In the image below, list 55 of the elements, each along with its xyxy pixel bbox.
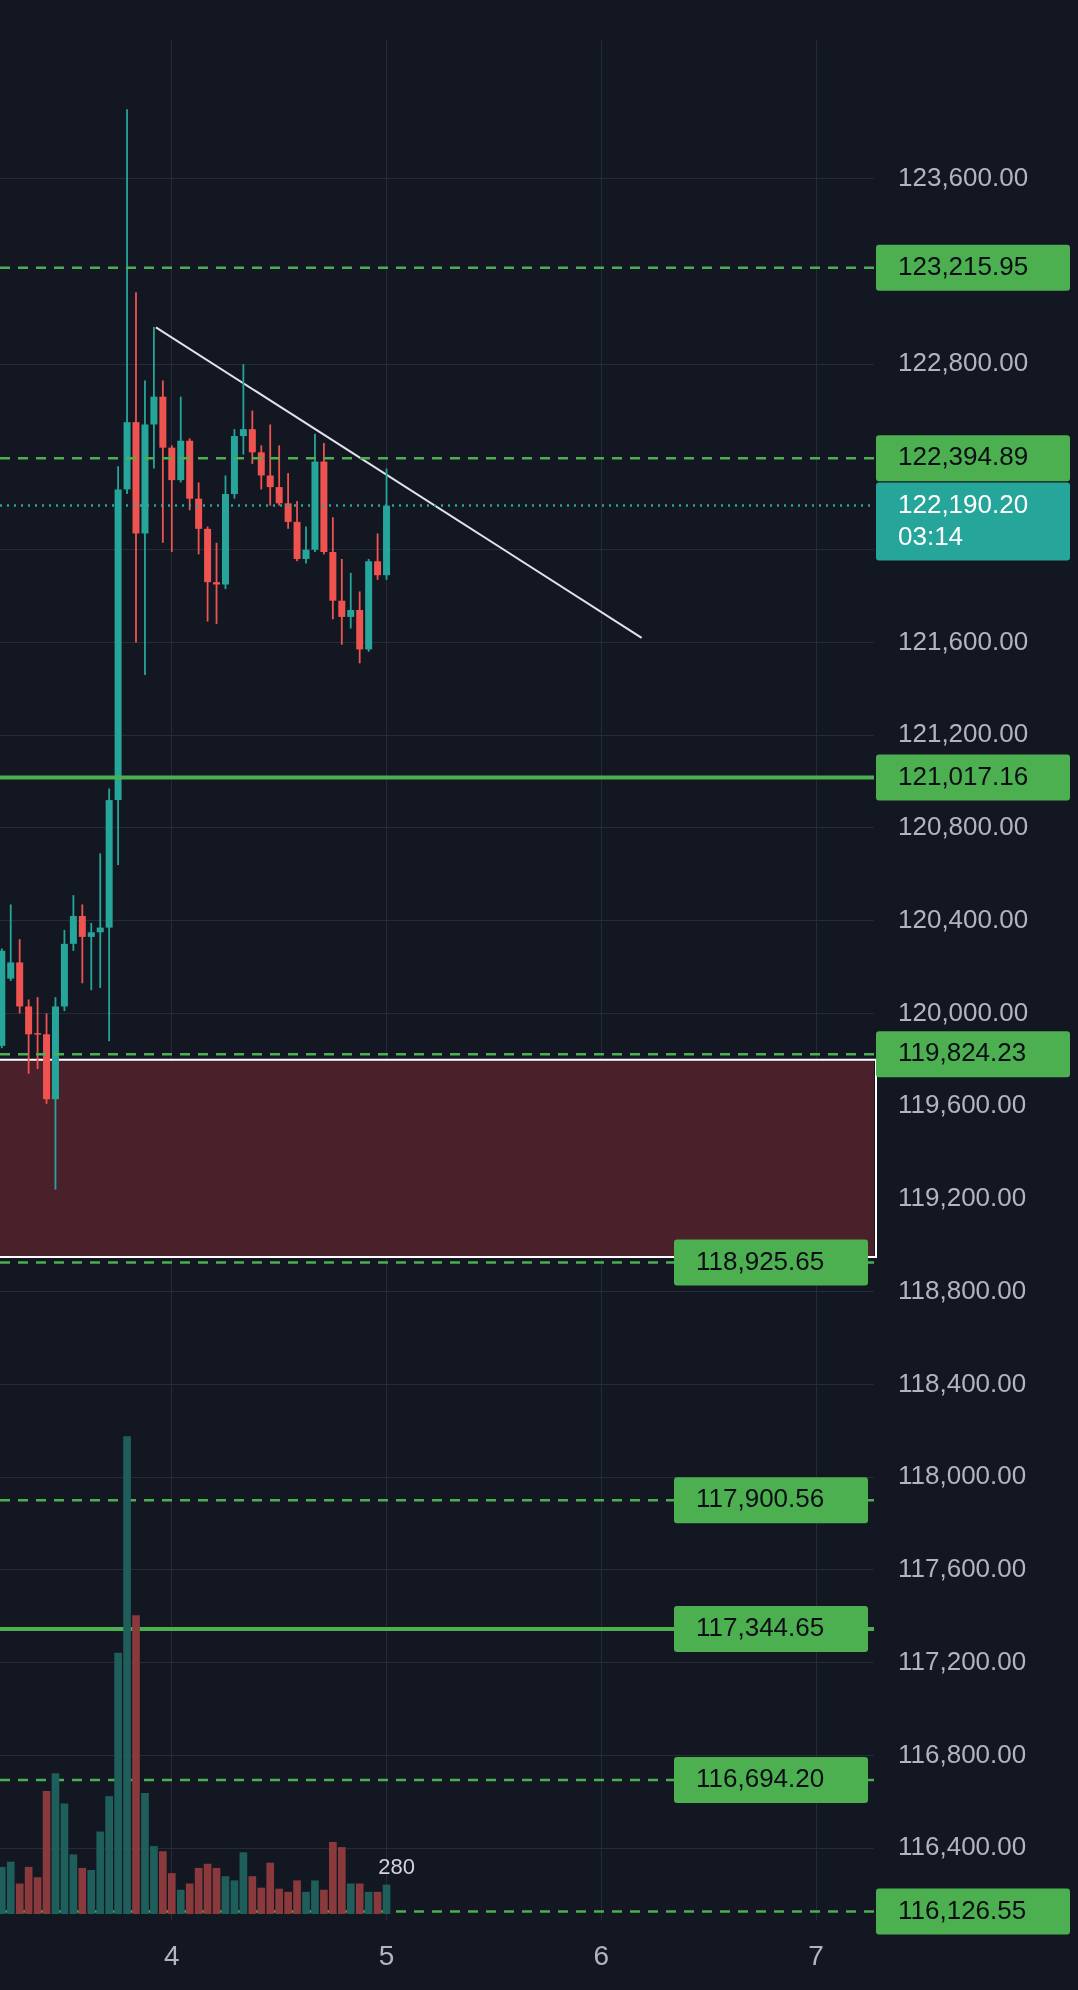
bar <box>33 1877 42 1914</box>
y-tick-label: 120,000.00 <box>898 996 1029 1027</box>
bar <box>221 1876 230 1914</box>
x-tick-label: 4 <box>164 1939 180 1971</box>
bar <box>203 1863 212 1914</box>
data-label: 280 <box>378 1853 415 1879</box>
bar <box>239 1852 248 1914</box>
bar <box>373 1891 382 1914</box>
ref-line-label: 121,017.16 <box>898 760 1029 791</box>
bar <box>346 1883 355 1914</box>
y-tick-label: 120,400.00 <box>898 903 1029 934</box>
y-tick-label: 117,600.00 <box>898 1553 1027 1584</box>
bar <box>382 1884 391 1914</box>
x-tick-label: 7 <box>808 1939 824 1971</box>
bar <box>355 1883 364 1914</box>
y-tick-label: 121,200.00 <box>898 718 1029 749</box>
y-tick-label: 116,400.00 <box>898 1831 1027 1862</box>
ref-line-label: 119,824.23 <box>898 1037 1027 1068</box>
ref-line-label: 117,900.56 <box>696 1483 825 1514</box>
ref-line-label: 116,694.20 <box>696 1763 825 1794</box>
bar <box>212 1867 221 1914</box>
y-tick-label: 122,800.00 <box>898 347 1029 378</box>
y-tick-label: 116,800.00 <box>898 1738 1027 1769</box>
candlestick <box>266 424 274 506</box>
y-tick-label: 118,000.00 <box>898 1460 1027 1491</box>
bar <box>42 1790 51 1914</box>
candlestick <box>239 364 247 455</box>
ref-line-label: 116,126.55 <box>898 1894 1027 1925</box>
candlestick <box>123 109 131 495</box>
ref-line-label: 122,190.20 03:14 <box>898 488 1029 551</box>
bar <box>176 1889 185 1914</box>
y-tick-label: 120,800.00 <box>898 811 1029 842</box>
ref-line-label: 123,215.95 <box>898 250 1029 281</box>
ref-line-label: 122,394.89 <box>898 441 1029 472</box>
bar <box>132 1615 140 1914</box>
y-tick-label: 123,600.00 <box>898 161 1029 192</box>
bar <box>60 1803 69 1914</box>
ref-line-label: 118,925.65 <box>696 1245 825 1276</box>
candlestick <box>338 558 346 645</box>
y-tick-label: 119,200.00 <box>898 1182 1027 1213</box>
y-tick-label: 118,800.00 <box>898 1274 1027 1305</box>
bar <box>364 1891 373 1914</box>
bar <box>230 1880 239 1914</box>
bar <box>69 1854 78 1914</box>
candlestick <box>87 922 95 991</box>
bar <box>78 1867 87 1914</box>
bar <box>51 1773 60 1914</box>
candlestick <box>347 572 355 629</box>
y-tick-label: 118,400.00 <box>898 1367 1027 1398</box>
y-tick-label: 119,600.00 <box>898 1089 1027 1120</box>
ref-line-label: 117,344.65 <box>696 1612 825 1643</box>
x-tick-label: 5 <box>378 1939 395 1971</box>
x-tick-label: 6 <box>593 1939 610 1971</box>
y-tick-label: 121,600.00 <box>898 625 1029 656</box>
y-tick-label: 117,200.00 <box>898 1645 1027 1676</box>
